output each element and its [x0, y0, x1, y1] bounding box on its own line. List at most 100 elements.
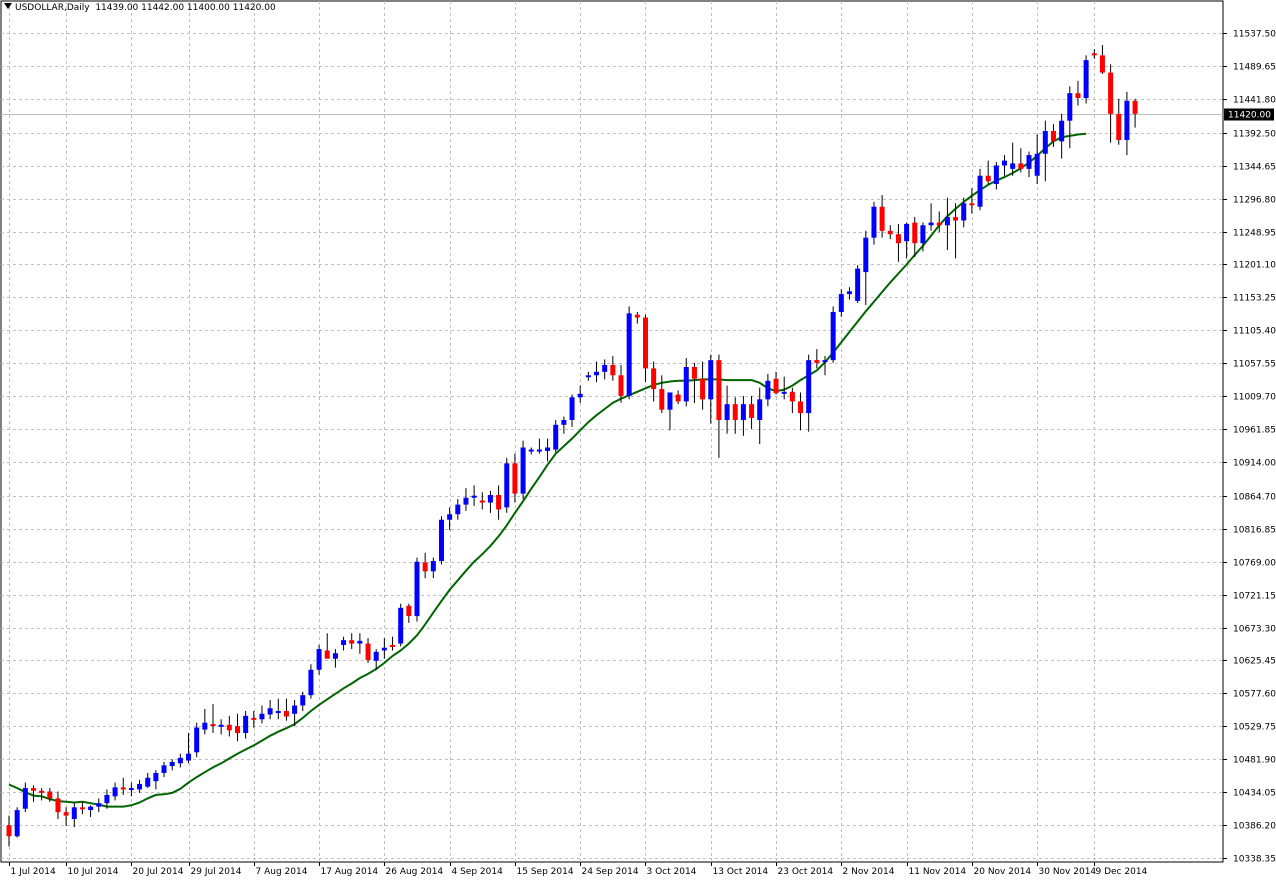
chart-header: USDOLLAR,Daily 11439.00 11442.00 11400.0… — [4, 3, 276, 13]
candle — [79, 801, 85, 815]
candle — [1026, 151, 1032, 178]
candle — [137, 779, 143, 793]
candle-body — [904, 223, 910, 242]
candle — [1034, 134, 1040, 185]
candle — [39, 788, 45, 801]
x-tick-label: 17 Aug 2014 — [321, 867, 379, 877]
candle — [936, 211, 942, 233]
candle — [1075, 80, 1081, 106]
candle — [879, 195, 885, 238]
candle — [1099, 45, 1105, 74]
candle-body — [912, 222, 918, 244]
candle — [1124, 91, 1130, 156]
candle — [365, 638, 371, 663]
candle — [1018, 148, 1024, 173]
candle-body — [153, 772, 159, 782]
candle-body — [667, 392, 673, 410]
candle — [708, 354, 714, 424]
collapse-triangle-icon[interactable] — [4, 3, 12, 9]
candle-body — [887, 230, 893, 235]
candle-body — [634, 314, 640, 318]
candle — [545, 438, 551, 462]
candle — [1059, 113, 1065, 159]
candle-body — [545, 447, 551, 451]
candle-body — [724, 404, 730, 420]
candle — [455, 499, 461, 520]
candle-body — [1034, 153, 1040, 176]
candle — [283, 698, 289, 721]
candle-body — [455, 504, 461, 515]
candle-body — [332, 653, 338, 659]
candle-body — [528, 449, 534, 452]
candle-body — [210, 724, 216, 727]
candles-layer — [6, 45, 1138, 847]
y-tick-label: 10673.30 — [1233, 625, 1276, 635]
y-tick-label: 11489.65 — [1233, 63, 1276, 73]
candle-body — [708, 360, 714, 400]
candle — [463, 488, 469, 511]
moving-average-line — [8, 132, 1087, 808]
candle-body — [96, 803, 102, 807]
candle-body — [920, 225, 926, 244]
x-tick-label: 9 Dec 2014 — [1096, 867, 1148, 877]
candle-body — [414, 561, 420, 617]
candle-body — [137, 783, 143, 790]
candle — [1108, 64, 1114, 143]
candle-body — [365, 643, 371, 661]
x-tick-label: 2 Nov 2014 — [843, 867, 895, 877]
candle — [496, 485, 502, 520]
candle — [357, 633, 363, 654]
candle-body — [944, 217, 950, 226]
candle — [798, 392, 804, 431]
candle-body — [512, 463, 518, 494]
candle-body — [63, 812, 69, 816]
candle-body — [243, 715, 249, 734]
candle-body — [536, 449, 542, 452]
candle-body — [1002, 160, 1008, 166]
candle-body — [71, 807, 77, 820]
candle — [953, 203, 959, 259]
candle-body — [438, 519, 444, 562]
y-tick-label: 11009.70 — [1233, 393, 1276, 403]
candle-body — [626, 313, 632, 396]
candle — [691, 362, 697, 403]
candle — [194, 722, 200, 758]
candle-body — [324, 650, 330, 659]
candle-body — [732, 404, 738, 420]
candle-body — [594, 371, 600, 376]
candle-body — [79, 807, 85, 810]
candle-body — [683, 367, 689, 402]
candle — [1116, 98, 1122, 145]
candle — [773, 371, 779, 395]
candle — [1002, 155, 1008, 176]
candle — [863, 230, 869, 306]
x-tick-label: 15 Sep 2014 — [517, 867, 574, 877]
candle-body — [30, 788, 36, 791]
candle — [218, 719, 224, 735]
x-tick-label: 4 Sep 2014 — [452, 867, 504, 877]
candle-body — [855, 268, 861, 301]
candle — [504, 457, 510, 513]
candle-body — [259, 713, 265, 720]
candle — [577, 385, 583, 403]
candle — [732, 397, 738, 434]
candle-body — [341, 640, 347, 645]
candle-body — [553, 424, 559, 450]
candle-body — [349, 640, 355, 644]
candle-body — [39, 790, 45, 793]
candle — [332, 649, 338, 668]
candle — [594, 361, 600, 383]
candle — [316, 644, 322, 675]
candle — [234, 713, 240, 742]
y-tick-label: 11296.80 — [1233, 196, 1276, 206]
candle — [846, 287, 852, 300]
plot-frame — [0, 0, 1224, 863]
candle-body — [1010, 163, 1016, 169]
candle — [838, 289, 844, 317]
candle — [267, 700, 273, 720]
candle-body — [757, 399, 763, 420]
candle-body — [128, 788, 134, 791]
current-price-label: 11420.00 — [1228, 111, 1271, 121]
